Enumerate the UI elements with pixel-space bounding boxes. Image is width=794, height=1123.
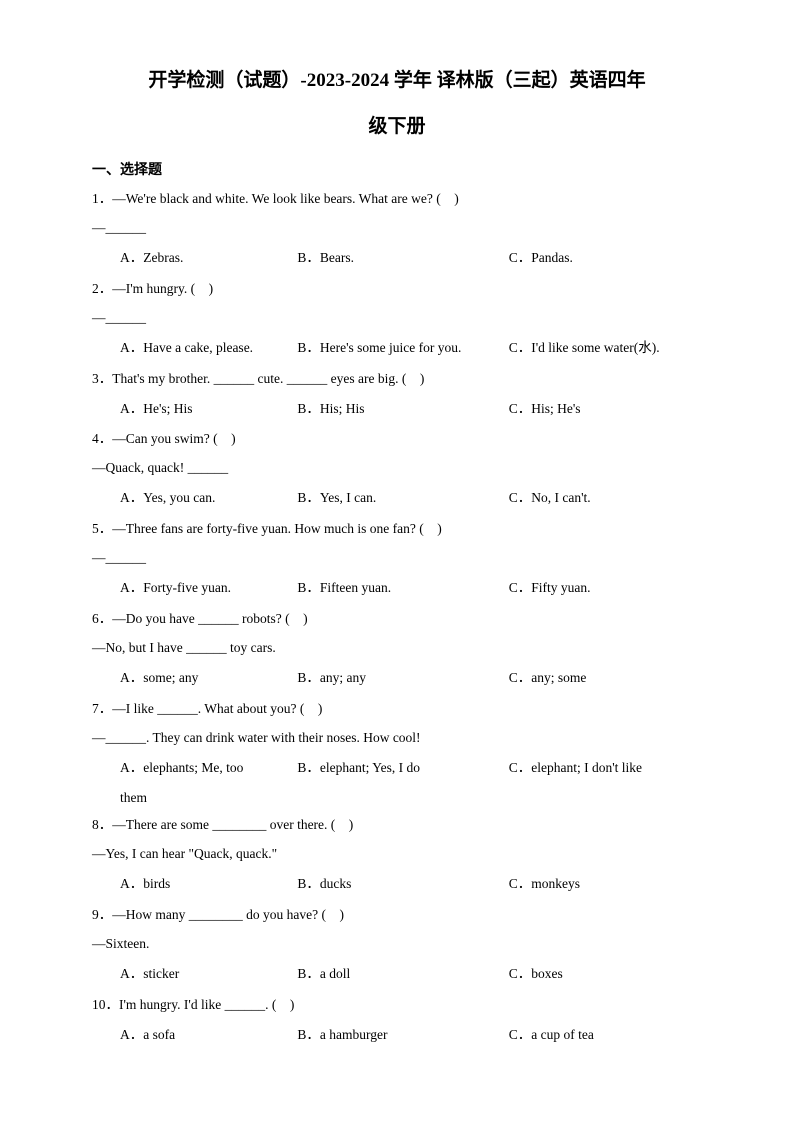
option-b: B．any; any bbox=[297, 663, 505, 693]
question-options: A．Forty-five yuan. B．Fifteen yuan. C．Fif… bbox=[92, 573, 702, 603]
option-a: A．some; any bbox=[120, 663, 294, 693]
question-9: 9．—How many ________ do you have? ( ) —S… bbox=[92, 901, 702, 989]
option-b: B．elephant; Yes, I do bbox=[297, 753, 505, 783]
option-c: C．monkeys bbox=[509, 869, 580, 899]
question-text: 6．—Do you have ______ robots? ( ) bbox=[92, 605, 702, 632]
option-c: C．Fifty yuan. bbox=[509, 573, 591, 603]
question-2: 2．—I'm hungry. ( ) —______ A．Have a cake… bbox=[92, 275, 702, 363]
question-continuation: —______. They can drink water with their… bbox=[92, 724, 702, 751]
question-text: 3．That's my brother. ______ cute. ______… bbox=[92, 365, 702, 392]
question-continuation: —______ bbox=[92, 544, 702, 571]
option-a: A．sticker bbox=[120, 959, 294, 989]
option-a: A．Yes, you can. bbox=[120, 483, 294, 513]
question-continuation: —Sixteen. bbox=[92, 930, 702, 957]
page-subtitle: 级下册 bbox=[92, 110, 702, 144]
question-text: 9．—How many ________ do you have? ( ) bbox=[92, 901, 702, 928]
question-options: A．Have a cake, please. B．Here's some jui… bbox=[92, 333, 702, 363]
question-continuation: —______ bbox=[92, 304, 702, 331]
option-a: A．elephants; Me, too bbox=[120, 753, 294, 783]
option-b: B．a hamburger bbox=[297, 1020, 505, 1050]
question-options: A．Zebras. B．Bears. C．Pandas. bbox=[92, 243, 702, 273]
option-a: A．Have a cake, please. bbox=[120, 333, 294, 363]
question-options: A．a sofa B．a hamburger C．a cup of tea bbox=[92, 1020, 702, 1050]
question-options: A．sticker B．a doll C．boxes bbox=[92, 959, 702, 989]
question-continuation: —______ bbox=[92, 214, 702, 241]
question-7: 7．—I like ______. What about you? ( ) —_… bbox=[92, 695, 702, 812]
question-options: A．He's; His B．His; His C．His; He's bbox=[92, 394, 702, 424]
question-continuation: —Quack, quack! ______ bbox=[92, 454, 702, 481]
section-label: 一、选择题 bbox=[92, 158, 702, 183]
option-a: A．Zebras. bbox=[120, 243, 294, 273]
question-5: 5．—Three fans are forty-five yuan. How m… bbox=[92, 515, 702, 603]
option-c: C．No, I can't. bbox=[509, 483, 591, 513]
question-options: A．birds B．ducks C．monkeys bbox=[92, 869, 702, 899]
option-b: B．Here's some juice for you. bbox=[297, 333, 505, 363]
question-continuation: —Yes, I can hear "Quack, quack." bbox=[92, 840, 702, 867]
question-text: 5．—Three fans are forty-five yuan. How m… bbox=[92, 515, 702, 542]
option-c: C．a cup of tea bbox=[509, 1020, 594, 1050]
option-a: A．a sofa bbox=[120, 1020, 294, 1050]
question-text: 10．I'm hungry. I'd like ______. ( ) bbox=[92, 991, 702, 1018]
option-c: C．His; He's bbox=[509, 394, 581, 424]
option-c: C．any; some bbox=[509, 663, 587, 693]
question-text: 8．—There are some ________ over there. (… bbox=[92, 811, 702, 838]
question-options: A．elephants; Me, too B．elephant; Yes, I … bbox=[92, 753, 702, 783]
option-c: C．I'd like some water(水). bbox=[509, 333, 660, 363]
option-b: B．Bears. bbox=[297, 243, 505, 273]
option-b: B．Yes, I can. bbox=[297, 483, 505, 513]
option-a: A．He's; His bbox=[120, 394, 294, 424]
question-text: 7．—I like ______. What about you? ( ) bbox=[92, 695, 702, 722]
question-options: A．some; any B．any; any C．any; some bbox=[92, 663, 702, 693]
option-b: B．ducks bbox=[297, 869, 505, 899]
option-b: B．a doll bbox=[297, 959, 505, 989]
question-1: 1．—We're black and white. We look like b… bbox=[92, 185, 702, 273]
option-a: A．Forty-five yuan. bbox=[120, 573, 294, 603]
option-b: B．His; His bbox=[297, 394, 505, 424]
question-10: 10．I'm hungry. I'd like ______. ( ) A．a … bbox=[92, 991, 702, 1050]
option-continuation: them bbox=[92, 784, 702, 811]
option-a: A．birds bbox=[120, 869, 294, 899]
option-c: C．Pandas. bbox=[509, 243, 573, 273]
question-3: 3．That's my brother. ______ cute. ______… bbox=[92, 365, 702, 424]
option-b: B．Fifteen yuan. bbox=[297, 573, 505, 603]
question-6: 6．—Do you have ______ robots? ( ) —No, b… bbox=[92, 605, 702, 693]
question-4: 4．—Can you swim? ( ) —Quack, quack! ____… bbox=[92, 425, 702, 513]
question-8: 8．—There are some ________ over there. (… bbox=[92, 811, 702, 899]
question-options: A．Yes, you can. B．Yes, I can. C．No, I ca… bbox=[92, 483, 702, 513]
option-c: C．elephant; I don't like bbox=[509, 753, 642, 783]
page-title: 开学检测（试题）-2023-2024 学年 译林版（三起）英语四年 bbox=[92, 62, 702, 100]
question-continuation: —No, but I have ______ toy cars. bbox=[92, 634, 702, 661]
question-text: 2．—I'm hungry. ( ) bbox=[92, 275, 702, 302]
question-text: 1．—We're black and white. We look like b… bbox=[92, 185, 702, 212]
question-text: 4．—Can you swim? ( ) bbox=[92, 425, 702, 452]
option-c: C．boxes bbox=[509, 959, 563, 989]
